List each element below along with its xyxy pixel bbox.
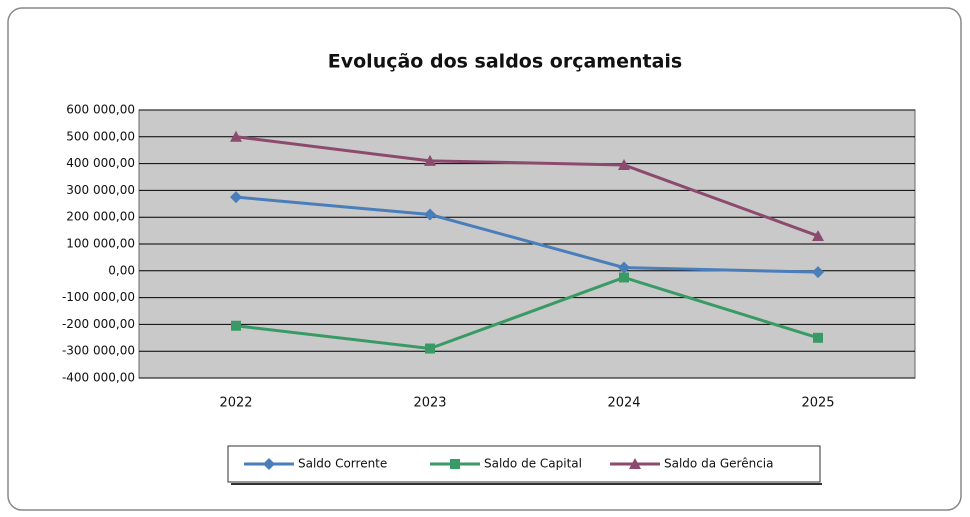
point-marker	[424, 208, 436, 221]
y-tick-label: 200 000,00	[66, 210, 135, 224]
y-tick-label: 600 000,00	[66, 103, 135, 117]
y-tick-label: -300 000,00	[62, 344, 135, 358]
y-tick-label: 0,00	[108, 263, 135, 277]
legend-label: Saldo Corrente	[298, 457, 387, 471]
y-tick-label: -400 000,00	[62, 371, 135, 385]
legend-box	[227, 445, 821, 483]
point-marker	[812, 266, 824, 279]
point-marker	[619, 272, 629, 283]
series-line	[235, 275, 819, 351]
point-marker	[618, 261, 630, 274]
series-line	[235, 195, 819, 274]
chart-title: Evolução dos saldos orçamentais	[328, 51, 682, 73]
x-tick-label: 2025	[801, 396, 834, 411]
y-tick-label: 400 000,00	[66, 156, 135, 170]
y-tick-label: -200 000,00	[62, 317, 135, 331]
legend-marker	[629, 458, 641, 469]
x-tick-label: 2024	[607, 396, 640, 411]
point-marker	[231, 320, 241, 331]
point-marker	[230, 130, 242, 142]
point-marker	[812, 229, 824, 241]
legend-label: Saldo de Capital	[484, 457, 582, 471]
x-tick-label: 2022	[219, 396, 252, 411]
series-line	[235, 135, 819, 238]
point-marker	[425, 343, 435, 354]
point-marker	[813, 332, 823, 343]
y-tick-label: -100 000,00	[62, 290, 135, 304]
x-tick-label: 2023	[413, 396, 446, 411]
point-marker	[230, 191, 242, 204]
legend-marker	[450, 459, 460, 469]
legend-label: Saldo da Gerência	[664, 457, 774, 471]
point-marker	[618, 158, 630, 170]
y-tick-label: 100 000,00	[66, 237, 135, 251]
y-tick-label: 500 000,00	[66, 129, 135, 143]
legend-marker	[263, 458, 275, 470]
y-tick-label: 300 000,00	[66, 183, 135, 197]
point-marker	[424, 154, 436, 166]
